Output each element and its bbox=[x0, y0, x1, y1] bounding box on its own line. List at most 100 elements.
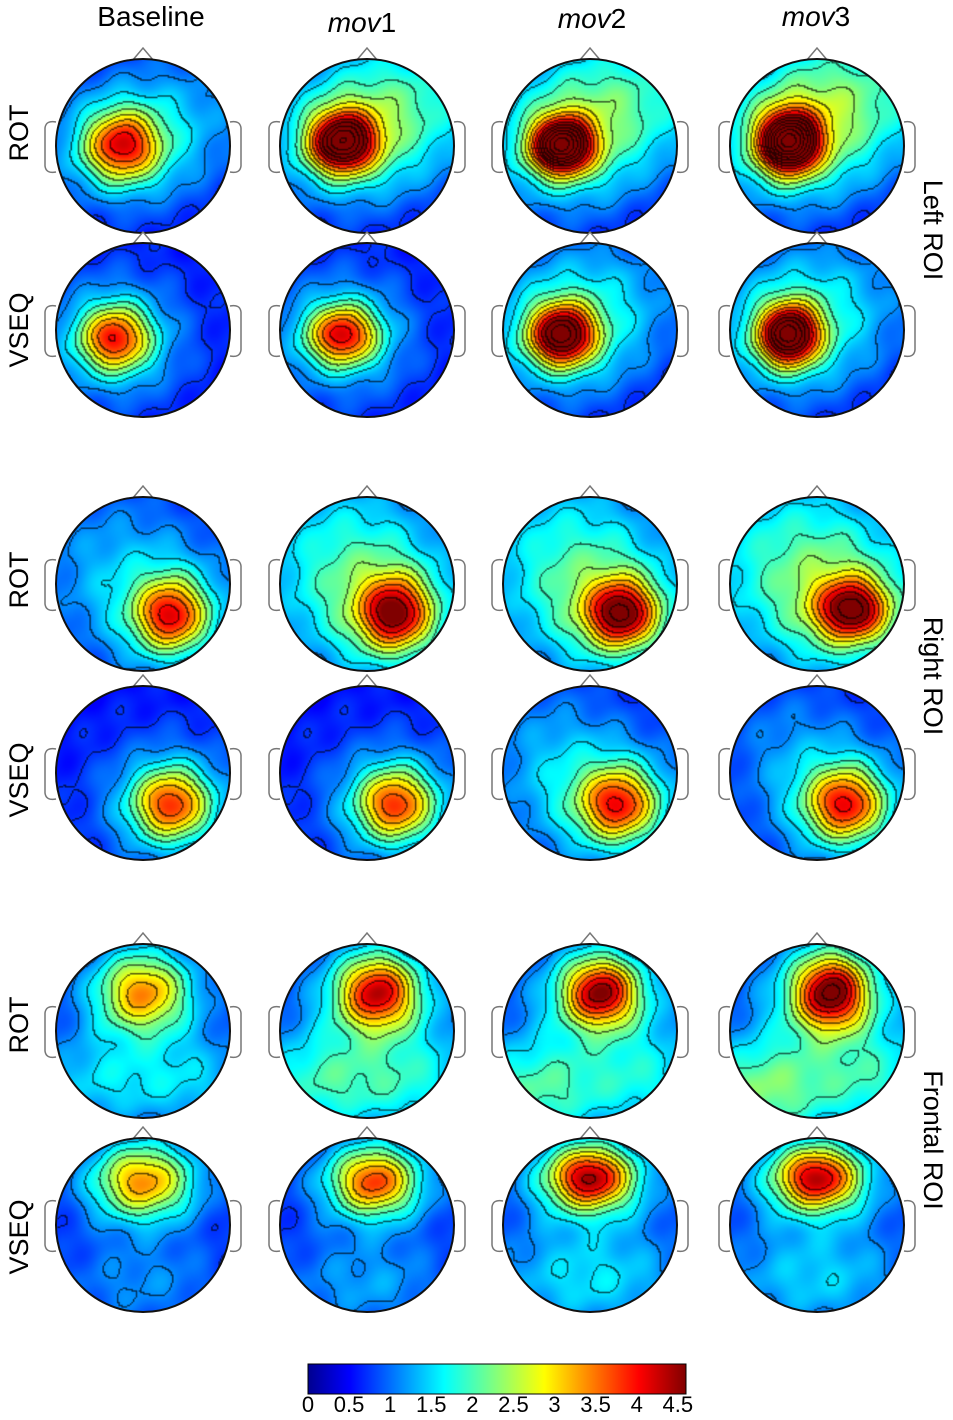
ear-shape bbox=[903, 304, 916, 358]
head-outline bbox=[279, 496, 455, 672]
colorbar-tick-label: 2.5 bbox=[498, 1392, 529, 1417]
ear-shape bbox=[718, 1005, 731, 1059]
head-map-left-rot-1 bbox=[268, 46, 466, 234]
head-outline bbox=[55, 943, 231, 1119]
topography-heatmap bbox=[280, 497, 454, 671]
head-outline bbox=[729, 496, 905, 672]
head-outline bbox=[55, 1137, 231, 1313]
colorbar-tick-label: 0.5 bbox=[333, 1392, 365, 1417]
column-header-text: mov bbox=[327, 7, 381, 38]
head-map-frontal-vseq-3 bbox=[718, 1125, 916, 1313]
ear-shape bbox=[268, 747, 281, 801]
nose-shape bbox=[355, 46, 379, 62]
topography-heatmap bbox=[56, 686, 230, 860]
topography-heatmap bbox=[730, 59, 904, 233]
head-outline bbox=[502, 496, 678, 672]
colorbar-tick-label: 3.5 bbox=[580, 1392, 611, 1417]
ear-shape bbox=[676, 304, 689, 358]
nose-shape bbox=[131, 46, 155, 62]
topography-heatmap bbox=[503, 497, 677, 671]
ear-shape bbox=[453, 304, 466, 358]
colorbar-tick-label: 1.5 bbox=[415, 1392, 447, 1417]
topography-heatmap bbox=[280, 1138, 454, 1312]
head-outline bbox=[55, 242, 231, 418]
ear-shape bbox=[676, 558, 689, 612]
topography-heatmap bbox=[730, 497, 904, 671]
head-outline bbox=[279, 1137, 455, 1313]
topography-heatmap bbox=[730, 944, 904, 1118]
ear-shape bbox=[44, 558, 57, 612]
ear-shape bbox=[453, 1005, 466, 1059]
head-map-left-vseq-2 bbox=[491, 230, 689, 418]
ear-shape bbox=[718, 1199, 731, 1253]
topography-heatmap bbox=[730, 1138, 904, 1312]
ear-shape bbox=[491, 304, 504, 358]
nose-shape bbox=[805, 230, 829, 246]
colorbar-tick-label: 4 bbox=[630, 1392, 643, 1417]
head-outline bbox=[55, 685, 231, 861]
ear-shape bbox=[229, 1005, 242, 1059]
nose-shape bbox=[805, 484, 829, 500]
ear-shape bbox=[44, 747, 57, 801]
topomap-grid bbox=[44, 46, 916, 1313]
head-map-right-vseq-2 bbox=[491, 673, 689, 861]
ear-shape bbox=[268, 1005, 281, 1059]
topography-heatmap bbox=[503, 944, 677, 1118]
head-map-left-vseq-0 bbox=[44, 230, 242, 418]
column-header-number: 2 bbox=[610, 3, 627, 34]
head-outline bbox=[729, 1137, 905, 1313]
head-map-frontal-rot-2 bbox=[491, 931, 689, 1119]
ear-shape bbox=[229, 747, 242, 801]
head-map-frontal-rot-1 bbox=[268, 931, 466, 1119]
nose-shape bbox=[355, 230, 379, 246]
column-header-mov2: mov2 bbox=[492, 4, 692, 34]
nose-shape bbox=[578, 931, 602, 947]
nose-shape bbox=[578, 1125, 602, 1141]
nose-shape bbox=[805, 46, 829, 62]
colorbar-tick-label: 1 bbox=[384, 1392, 397, 1417]
head-map-right-rot-1 bbox=[268, 484, 466, 672]
topography-heatmap bbox=[56, 497, 230, 671]
head-outline bbox=[502, 943, 678, 1119]
colorbar-tick-label: 2 bbox=[466, 1392, 479, 1417]
ear-shape bbox=[903, 120, 916, 174]
colorbar-tick-label: 0 bbox=[301, 1392, 315, 1417]
topography-heatmap bbox=[503, 243, 677, 417]
topography-heatmap bbox=[280, 243, 454, 417]
head-map-left-vseq-1 bbox=[268, 230, 466, 418]
topography-heatmap bbox=[503, 686, 677, 860]
nose-shape bbox=[355, 1125, 379, 1141]
head-outline bbox=[55, 496, 231, 672]
ear-shape bbox=[718, 304, 731, 358]
head-outline bbox=[502, 1137, 678, 1313]
topography-heatmap bbox=[730, 686, 904, 860]
head-outline bbox=[729, 685, 905, 861]
head-map-frontal-rot-0 bbox=[44, 931, 242, 1119]
ear-shape bbox=[44, 1005, 57, 1059]
nose-shape bbox=[578, 484, 602, 500]
ear-shape bbox=[491, 120, 504, 174]
head-map-right-vseq-3 bbox=[718, 673, 916, 861]
nose-shape bbox=[578, 673, 602, 689]
nose-shape bbox=[805, 673, 829, 689]
column-header-text: mov bbox=[557, 3, 611, 34]
ear-shape bbox=[491, 747, 504, 801]
colorbar-tick-label: 3 bbox=[548, 1392, 561, 1417]
ear-shape bbox=[718, 747, 731, 801]
ear-shape bbox=[268, 304, 281, 358]
nose-shape bbox=[355, 673, 379, 689]
ear-shape bbox=[718, 120, 731, 174]
column-header-mov1: mov1 bbox=[262, 8, 462, 38]
column-header-baseline: Baseline bbox=[51, 2, 251, 32]
head-map-left-rot-2 bbox=[491, 46, 689, 234]
topography-heatmap bbox=[730, 243, 904, 417]
ear-shape bbox=[453, 747, 466, 801]
nose-shape bbox=[131, 484, 155, 500]
ear-shape bbox=[718, 558, 731, 612]
head-map-frontal-rot-3 bbox=[718, 931, 916, 1119]
ear-shape bbox=[903, 1199, 916, 1253]
colorbar-tick-label: 4.5 bbox=[662, 1392, 694, 1417]
column-header-number: 1 bbox=[380, 7, 397, 38]
ear-shape bbox=[453, 1199, 466, 1253]
head-map-left-rot-0 bbox=[44, 46, 242, 234]
